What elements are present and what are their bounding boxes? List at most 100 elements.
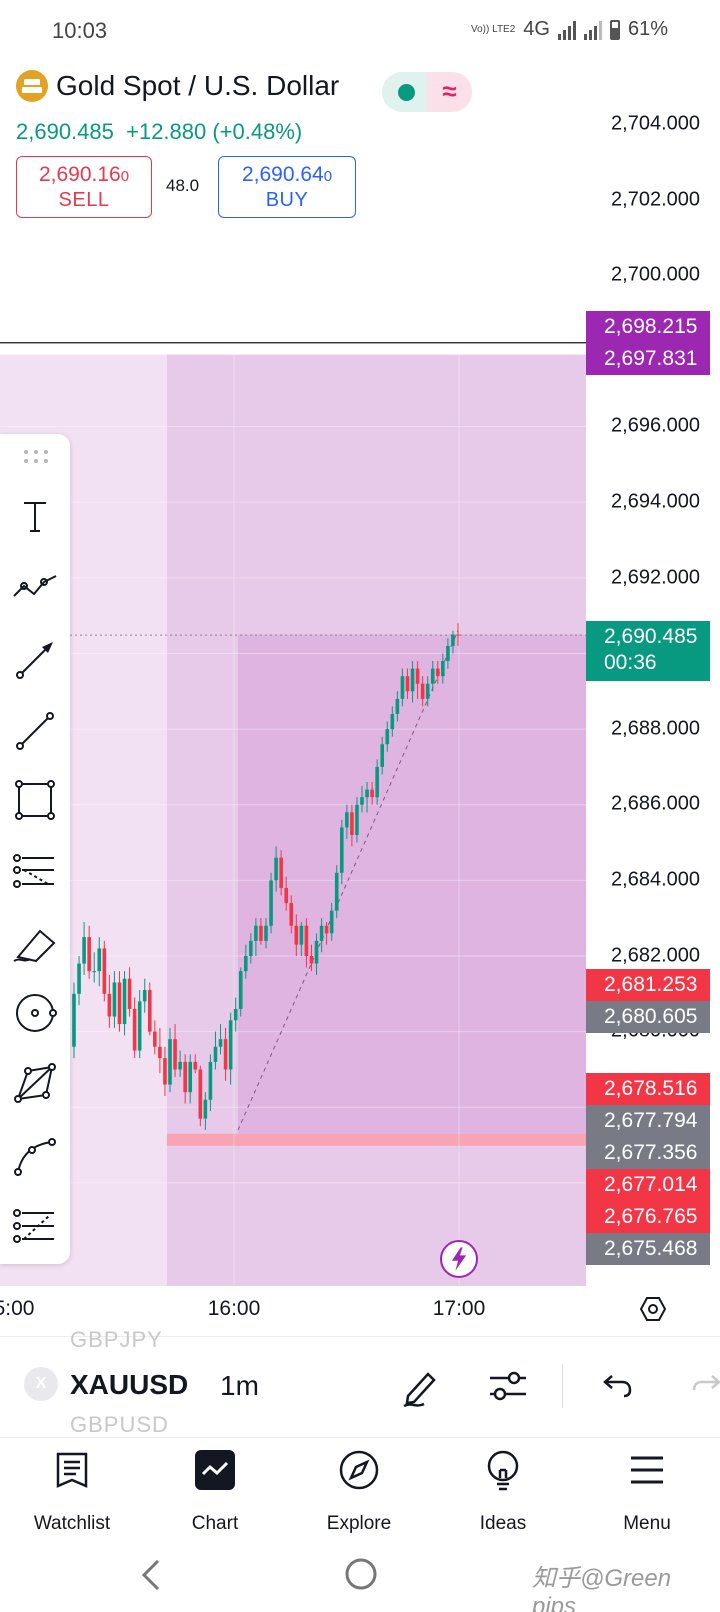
candle-body <box>82 937 86 964</box>
fib-retracement-icon[interactable] <box>10 846 60 896</box>
candle-body <box>274 857 278 881</box>
candle-body <box>259 925 263 941</box>
candle-body <box>400 676 405 699</box>
indicator-wave-icon[interactable]: ≈ <box>427 72 472 112</box>
price-tick: 2,694.000 <box>611 490 700 513</box>
candle-body <box>289 903 294 926</box>
chart-settings-icon[interactable] <box>640 1296 666 1322</box>
candle-body <box>97 948 102 972</box>
time-tick: 17:00 <box>432 1297 486 1320</box>
price-tick: 2,692.000 <box>611 566 700 589</box>
candle-body <box>269 880 273 926</box>
candle-body <box>77 963 81 994</box>
candle-body <box>243 956 248 972</box>
system-nav-bar <box>0 1537 720 1612</box>
last-price: 2,690.485 <box>16 119 114 144</box>
candle-body <box>435 668 440 677</box>
price-tag: 2,697.831 <box>586 343 710 375</box>
price-tick: 2,696.000 <box>611 414 700 437</box>
trend-line-icon[interactable] <box>10 704 60 754</box>
candle-body <box>218 1039 223 1047</box>
polygon-icon[interactable] <box>10 1059 60 1109</box>
candle-body <box>178 1061 182 1070</box>
price-tag: 2,681.253 <box>586 969 710 1001</box>
lightbulb-icon <box>487 1450 519 1491</box>
symbol-selector[interactable]: XAUUSD <box>70 1369 189 1400</box>
nav-menu[interactable]: Menu <box>587 1448 707 1535</box>
price-tick: 2,686.000 <box>611 792 700 815</box>
candle-body <box>385 729 390 745</box>
chart-area[interactable] <box>0 60 720 1302</box>
pattern-icon[interactable] <box>10 1201 60 1251</box>
price-tick: 2,682.000 <box>611 944 700 967</box>
buy-button[interactable]: 2,690.640 BUY <box>218 156 356 218</box>
path-icon[interactable] <box>10 1130 60 1180</box>
candle-body <box>319 925 324 941</box>
drag-handle-icon[interactable] <box>22 448 50 466</box>
trend-path-icon[interactable] <box>10 562 60 612</box>
chart-control-bar <box>0 1336 720 1436</box>
current-price: 2,690.485 <box>604 625 698 648</box>
price-tag: 2,677.794 <box>586 1105 710 1137</box>
candle-body <box>173 1039 177 1070</box>
candle-body <box>345 812 349 828</box>
redo-icon[interactable] <box>686 1364 720 1408</box>
nav-watchlist[interactable]: Watchlist <box>12 1448 132 1535</box>
ghost-symbol-above: GBPJPY <box>70 1327 163 1352</box>
nav-explore[interactable]: Explore <box>299 1448 419 1535</box>
price-tag: 2,676.765 <box>586 1201 710 1233</box>
candle-body <box>102 948 107 994</box>
arrow-line-icon[interactable] <box>10 633 60 683</box>
indicators-sliders-icon[interactable] <box>486 1364 530 1408</box>
candle-body <box>360 797 364 805</box>
candle-body <box>425 683 430 699</box>
nav-label: Ideas <box>479 1513 527 1534</box>
compass-icon <box>339 1450 379 1490</box>
candle-body <box>203 1099 208 1119</box>
change-value: +12.880 (+0.48%) <box>126 119 303 144</box>
brush-icon[interactable] <box>10 917 60 967</box>
drawing-pencil-icon[interactable] <box>398 1364 442 1408</box>
candle-body <box>188 1061 193 1093</box>
candle-body <box>430 668 435 684</box>
sell-button[interactable]: 2,690.160 SELL <box>16 156 152 218</box>
battery-level: 61% <box>627 18 668 40</box>
interval-selector[interactable]: 1m <box>220 1370 259 1401</box>
candle-body <box>365 789 369 798</box>
market-open-icon <box>398 84 415 101</box>
flash-trade-icon[interactable] <box>440 1240 478 1278</box>
watermark: 知乎@Green pips <box>532 1565 672 1612</box>
candle-body <box>415 668 420 684</box>
symbol-title: Gold Spot / U.S. Dollar <box>56 70 340 101</box>
price-chart[interactable] <box>0 60 720 1302</box>
candle-body <box>410 668 415 692</box>
nav-label: Explore <box>326 1513 392 1534</box>
candle-body <box>223 1039 228 1070</box>
symbol-remove-icon[interactable]: X <box>24 1367 58 1401</box>
candle-body <box>456 634 460 636</box>
text-tool-icon[interactable] <box>10 491 60 541</box>
home-icon[interactable] <box>342 1555 380 1593</box>
candle-body <box>264 925 268 941</box>
undo-icon[interactable] <box>594 1364 638 1408</box>
candle-body <box>375 766 379 798</box>
candle-body <box>117 982 122 1025</box>
market-status-pill[interactable]: ≈ <box>382 72 472 112</box>
symbol-header[interactable]: Gold Spot / U.S. Dollar <box>16 70 339 102</box>
candle-body <box>420 683 425 699</box>
circle-icon[interactable] <box>10 988 60 1038</box>
nav-chart[interactable]: Chart <box>155 1448 275 1535</box>
signal-icon <box>557 20 576 40</box>
candle-body <box>249 940 253 956</box>
bar-countdown: 00:36 <box>604 651 657 674</box>
nav-ideas[interactable]: Ideas <box>443 1448 563 1535</box>
candle-body <box>329 910 334 934</box>
gold-bars-icon <box>16 70 48 102</box>
status-indicators: Vo)) LTE2 4G 61% <box>471 18 668 41</box>
rectangle-icon[interactable] <box>10 775 60 825</box>
candle-body <box>183 1061 187 1093</box>
back-icon[interactable] <box>138 1557 168 1593</box>
candle-body <box>92 971 97 973</box>
control-divider <box>562 1364 563 1408</box>
drawing-toolbar <box>0 434 70 1264</box>
